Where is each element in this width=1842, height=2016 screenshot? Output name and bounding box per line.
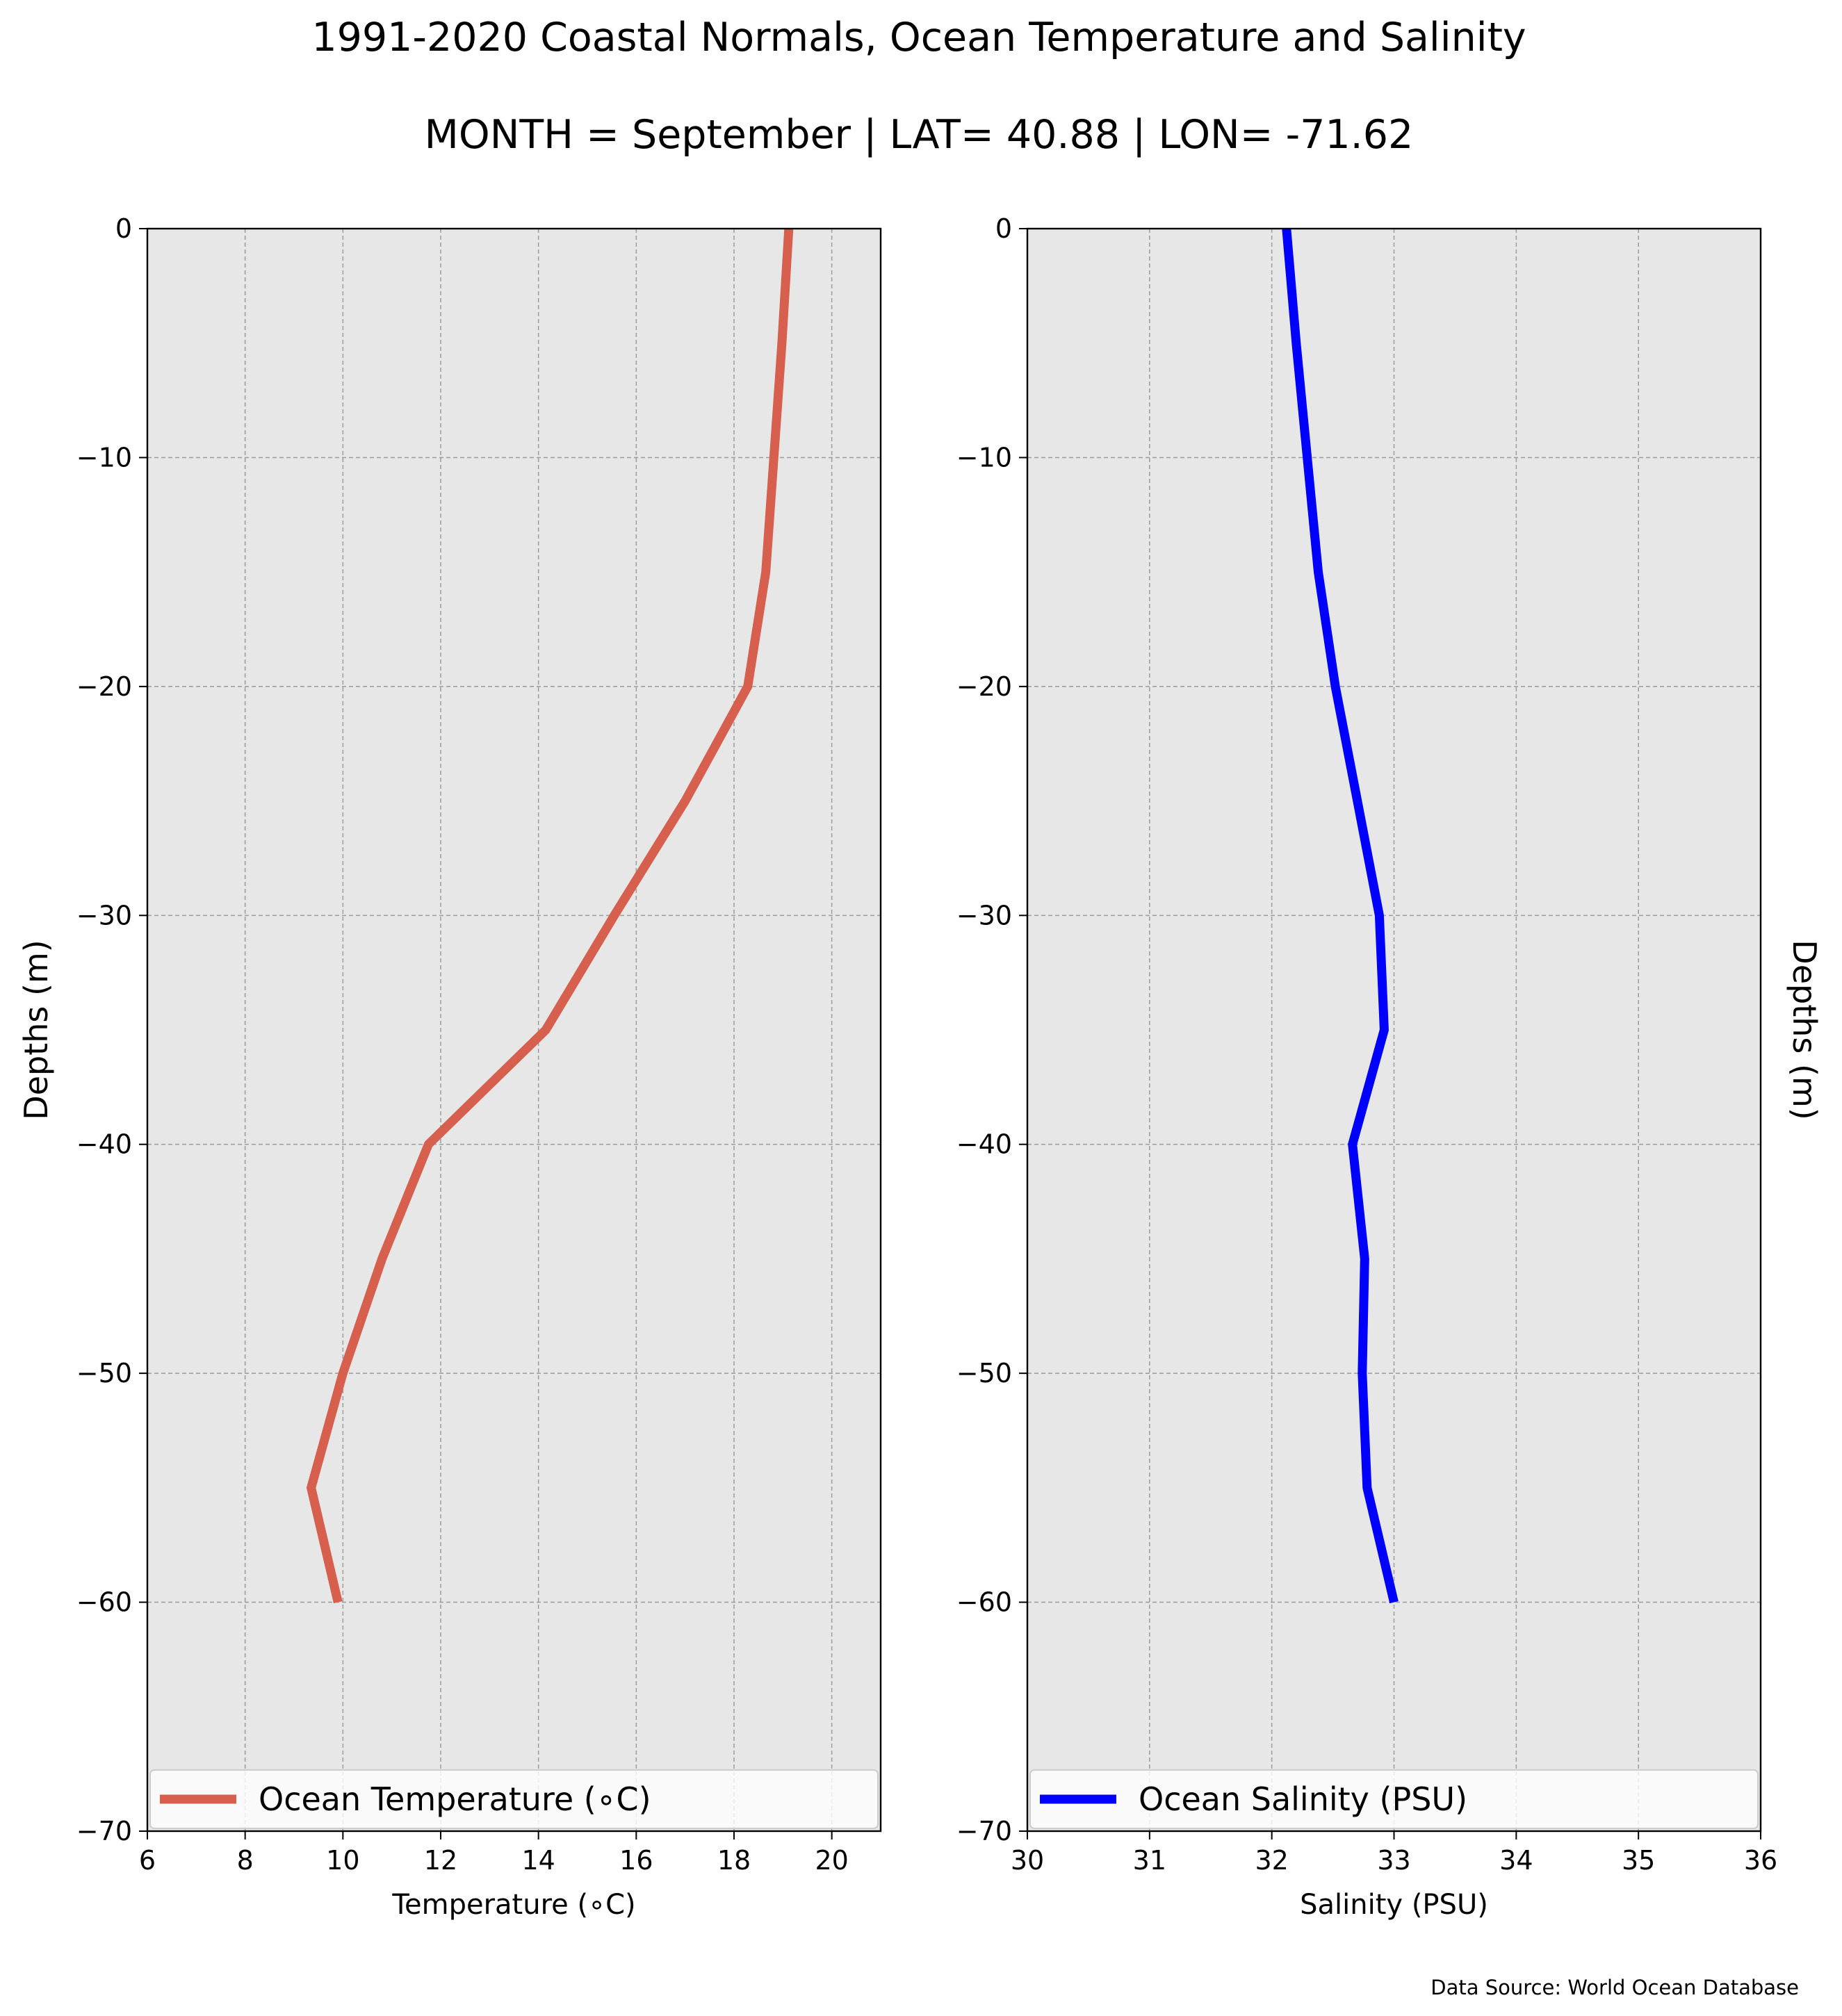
x-tick-label: 10 (326, 1845, 359, 1876)
y-tick-label: 0 (115, 213, 132, 244)
y-tick-label: −40 (76, 1129, 132, 1160)
y-tick-label: −40 (956, 1129, 1012, 1160)
legend-label: Ocean Temperature (∘C) (259, 1780, 651, 1818)
x-tick-label: 12 (424, 1845, 457, 1876)
y-tick-label: −50 (76, 1358, 132, 1388)
x-tick-label: 35 (1622, 1845, 1655, 1876)
x-tick-label: 16 (619, 1845, 653, 1876)
legend: Ocean Temperature (∘C) (149, 1769, 879, 1829)
y-tick-label: −50 (956, 1358, 1012, 1388)
x-tick-label: 14 (521, 1845, 555, 1876)
legend: Ocean Salinity (PSU) (1029, 1769, 1759, 1829)
series-line (1282, 228, 1399, 1604)
x-axis-label: Temperature (∘C) (391, 1889, 635, 1921)
legend-box (1029, 1769, 1759, 1829)
x-tick-label: 31 (1133, 1845, 1166, 1876)
y-axis-label: Depths (m) (1786, 940, 1823, 1120)
x-tick-label: 34 (1499, 1845, 1533, 1876)
x-tick-label: 32 (1255, 1845, 1288, 1876)
y-axis-label: Depths (m) (17, 940, 55, 1120)
y-tick-label: −30 (76, 900, 132, 931)
figure-title: 1991-2020 Coastal Normals, Ocean Tempera… (311, 15, 1526, 60)
y-tick-label: 0 (995, 213, 1012, 244)
axes-frame (146, 227, 882, 1833)
y-tick-label: −20 (76, 671, 132, 702)
y-tick-label: −60 (76, 1587, 132, 1618)
x-tick-label: 8 (237, 1845, 254, 1876)
y-tick-label: −30 (956, 900, 1012, 931)
salinity-panel: Ocean Salinity (PSU) 30 31 32 33 34 35 36 0 −10 −2… (956, 213, 1823, 1921)
y-tick-label: −20 (956, 671, 1012, 702)
x-tick-label: 36 (1744, 1845, 1777, 1876)
figure-subtitle: MONTH = September | LAT= 40.88 | LON= -7… (425, 112, 1414, 158)
x-axis-label: Salinity (PSU) (1300, 1889, 1488, 1921)
legend-label: Ocean Salinity (PSU) (1139, 1780, 1467, 1818)
legend-box (149, 1769, 879, 1829)
y-tick-label: −70 (956, 1816, 1012, 1846)
x-tick-label: 20 (815, 1845, 848, 1876)
y-tick-label: −10 (956, 442, 1012, 473)
y-tick-label: −70 (76, 1816, 132, 1846)
x-tick-label: 6 (139, 1845, 156, 1876)
x-tick-label: 33 (1377, 1845, 1410, 1876)
plot-area (147, 229, 881, 1831)
y-tick-label: −60 (956, 1587, 1012, 1618)
data-source-note: Data Source: World Ocean Database (1431, 1976, 1799, 1999)
y-tick-label: −10 (76, 442, 132, 473)
x-tick-label: 30 (1011, 1845, 1044, 1876)
x-tick-label: 18 (717, 1845, 751, 1876)
temperature-panel: Ocean Temperature (∘C) 6 8 10 12 14 16 18 20 0 −10… (17, 213, 882, 1921)
series-line (306, 228, 794, 1604)
